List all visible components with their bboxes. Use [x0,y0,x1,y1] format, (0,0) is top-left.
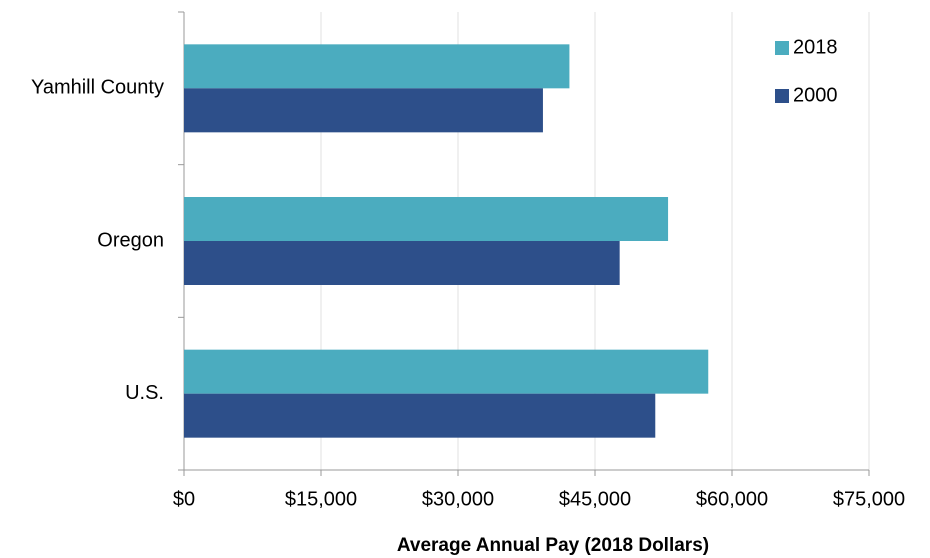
legend-label: 2000 [793,84,838,106]
bar [184,241,620,285]
y-tick-label: U.S. [125,382,164,404]
bar [184,197,669,241]
legend-swatch [775,41,789,55]
x-tick-label: $45,000 [559,488,631,510]
y-tick-label: Oregon [97,229,164,251]
bar [184,44,570,89]
bar [184,349,709,394]
legend-label: 2018 [793,36,838,58]
x-tick-label: $60,000 [696,488,768,510]
x-tick-label: $75,000 [833,488,905,510]
bar [184,88,543,133]
x-tick-label: $0 [173,488,195,510]
bar [184,393,656,438]
x-axis-title: Average Annual Pay (2018 Dollars) [397,535,709,556]
y-tick-label: Yamhill County [31,77,164,99]
legend-swatch [775,89,789,103]
x-tick-label: $15,000 [285,488,357,510]
x-tick-label: $30,000 [422,488,494,510]
